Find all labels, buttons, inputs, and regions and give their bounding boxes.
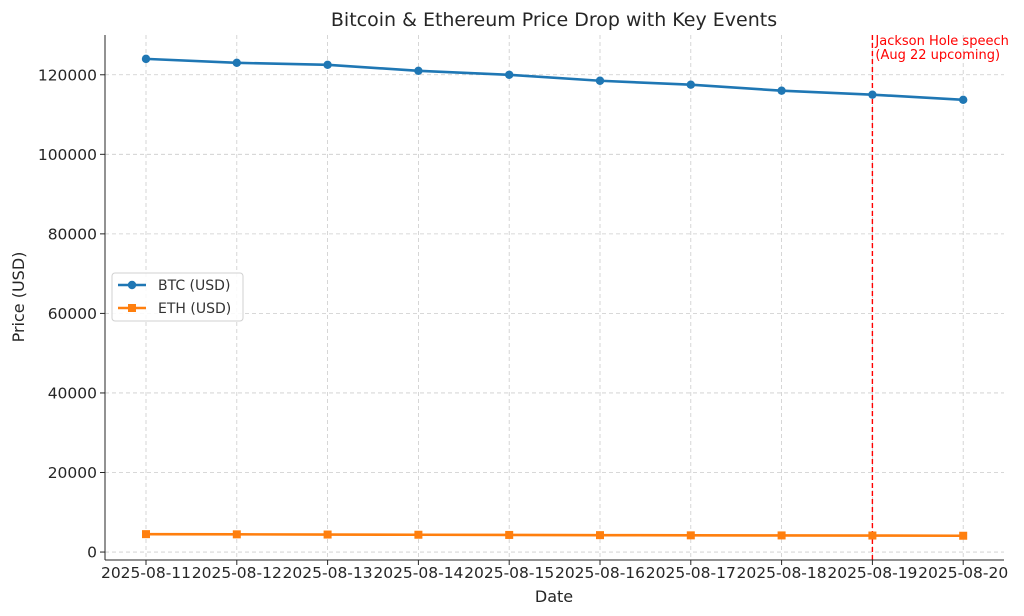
y-tick-label: 40000 (48, 384, 97, 402)
y-tick-label: 80000 (48, 225, 97, 243)
eth-point (959, 531, 968, 540)
x-tick-label: 2025-08-12 (192, 564, 282, 582)
x-tick-label: 2025-08-15 (464, 564, 554, 582)
series-line-eth (145, 532, 964, 538)
legend-label: BTC (USD) (158, 278, 230, 294)
x-tick-label: 2025-08-20 (918, 564, 1008, 582)
eth-point (777, 531, 786, 540)
btc-point (505, 70, 514, 79)
x-tick-label: 2025-08-13 (283, 564, 373, 582)
eth-point (232, 530, 241, 539)
legend: BTC (USD) ETH (USD) (111, 272, 244, 322)
eth-point (414, 530, 423, 539)
eth-point (686, 531, 695, 540)
btc-point (414, 66, 423, 75)
eth-point (142, 530, 150, 539)
x-tick-label: 2025-08-14 (373, 564, 463, 582)
x-tick-label: 2025-08-18 (737, 564, 827, 582)
btc-point (868, 90, 877, 99)
x-axis-label: Date (535, 587, 573, 606)
btc-point (686, 80, 695, 89)
chart-title: Bitcoin & Ethereum Price Drop with Key E… (331, 9, 777, 31)
grid-lines (105, 35, 1004, 560)
btc-point (959, 95, 968, 105)
y-tick-label: 20000 (48, 464, 97, 482)
x-tick-label: 2025-08-16 (555, 564, 645, 582)
y-ticks: 0 20000 40000 60000 80000 100000 120000 (38, 66, 105, 562)
eth-point (505, 530, 514, 539)
eth-point (323, 530, 332, 539)
series-layer (141, 54, 968, 540)
legend-marker (127, 280, 137, 290)
legend-label: ETH (USD) (158, 301, 231, 317)
btc-point (232, 58, 241, 68)
annotation-layer: Jackson Hole speech(Aug 22 upcoming) (871, 34, 1009, 560)
x-tick-label: 2025-08-19 (827, 564, 917, 582)
series-line-btc (145, 57, 964, 102)
btc-point (323, 60, 332, 70)
y-tick-label: 0 (87, 544, 97, 562)
y-tick-label: 120000 (38, 66, 97, 84)
y-tick-label: 100000 (38, 146, 97, 164)
btc-point (595, 76, 605, 85)
y-axis-label: Price (USD) (9, 252, 28, 343)
x-tick-label: 2025-08-11 (101, 564, 191, 582)
btc-point (777, 86, 786, 95)
x-tick-label: 2025-08-17 (646, 564, 736, 582)
eth-point (596, 531, 604, 540)
y-tick-label: 60000 (48, 305, 97, 323)
legend-marker (128, 304, 136, 312)
x-ticks: 2025-08-11 2025-08-12 2025-08-13 2025-08-14… (101, 560, 1008, 582)
event-annotation-text: Jackson Hole speech (874, 34, 1008, 49)
event-annotation-text: (Aug 22 upcoming) (875, 48, 1000, 63)
btc-point (141, 54, 151, 64)
eth-point (868, 531, 877, 540)
